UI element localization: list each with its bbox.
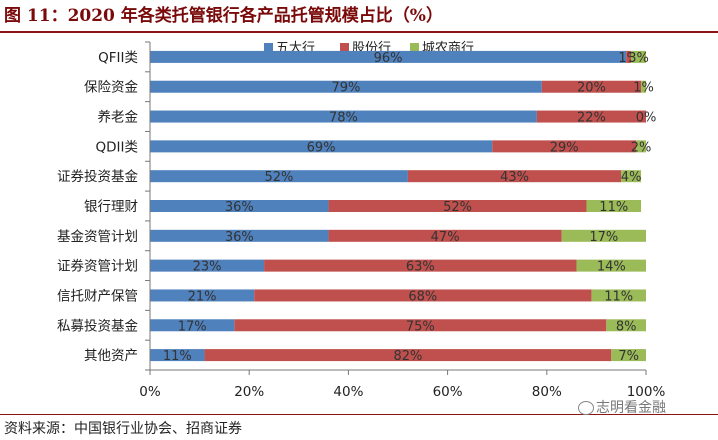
bar-segment-1-2 [536, 110, 646, 123]
bar-segment-1-1 [541, 80, 642, 93]
bar-segment-1-7 [264, 259, 577, 272]
data-label-2-5: 11% [599, 200, 628, 215]
bar-segment-2-4 [621, 170, 642, 183]
bar-segment-2-9 [606, 319, 646, 332]
data-label-0-9: 17% [178, 319, 207, 334]
title-divider [0, 31, 718, 33]
data-label-1-4: 43% [500, 170, 529, 185]
data-label-1-2: 22% [577, 111, 606, 126]
footer-divider [0, 414, 718, 415]
bar-segment-0-5 [150, 200, 329, 212]
category-label-1: 保险资金 [84, 80, 138, 96]
data-label-1-5: 52% [443, 200, 472, 215]
x-tick-label-3: 60% [433, 384, 463, 400]
x-tick-label-1: 20% [234, 384, 264, 400]
bar-segment-2-7 [576, 259, 646, 272]
stacked-bar-chart: 五大行 股份行 城农商行 96% 1%3%79% 20% 1%78% 22% 0%69% 29%… [57, 41, 666, 400]
x-tick-label-5: 100% [627, 384, 666, 400]
category-label-4: 证券投资基金 [57, 168, 138, 185]
data-label-2-3: 2% [631, 140, 652, 155]
data-label-2-7: 14% [597, 260, 626, 275]
bar-segment-0-4 [150, 170, 408, 183]
data-label-1-1: 20% [577, 81, 606, 96]
bar-segment-0-0 [150, 50, 627, 63]
bar-segment-2-5 [586, 200, 642, 212]
bar-segment-2-8 [591, 289, 646, 302]
bar-segment-1-8 [254, 289, 592, 302]
data-label-0-8: 21% [188, 289, 217, 304]
category-label-3: QDII类 [96, 139, 138, 155]
legend-swatch-2 [410, 43, 419, 52]
data-label-1-8: 68% [408, 289, 437, 304]
category-label-9: 私募投资基金 [57, 317, 138, 334]
x-tick-label-0: 0% [139, 384, 161, 400]
bar-segment-0-9 [150, 319, 235, 332]
x-tick-label-2: 40% [333, 384, 363, 400]
category-label-8: 信托财产保管 [57, 288, 138, 304]
category-label-10: 其他资产 [84, 348, 138, 364]
data-label-1-7: 63% [406, 260, 435, 275]
bar-segment-0-10 [150, 349, 205, 362]
data-label-0-5: 36% [225, 200, 254, 215]
bar-segment-2-3 [636, 140, 646, 153]
bar-segment-0-2 [150, 110, 537, 123]
bar-segment-1-6 [328, 229, 562, 242]
bar-segment-1-5 [328, 200, 587, 212]
legend-swatch-1 [340, 43, 349, 52]
category-label-0: QFII类 [98, 50, 138, 66]
watermark-text: 志明看金融 [596, 400, 666, 416]
legend-swatch-0 [264, 43, 273, 52]
data-label-1-3: 29% [550, 140, 579, 155]
data-label-1-9: 75% [406, 319, 435, 334]
data-label-0-3: 69% [307, 140, 336, 155]
category-label-6: 基金资管计划 [57, 228, 138, 245]
data-label-0-1: 79% [331, 81, 360, 96]
bar-segment-1-0 [626, 50, 632, 63]
source-note: 资料来源：中国银行业协会、招商证券 [4, 421, 242, 437]
data-label-1-6: 47% [431, 230, 460, 245]
data-label-2-1: 1% [633, 81, 654, 96]
data-label-0-7: 23% [193, 260, 222, 275]
data-label-0-4: 52% [265, 170, 294, 185]
x-tick-label-4: 80% [532, 384, 562, 400]
bar-segment-1-3 [492, 140, 637, 153]
data-label-2-2: 0% [636, 111, 657, 126]
data-label-2-9: 8% [616, 319, 637, 334]
bar-segment-0-8 [150, 289, 255, 302]
data-label-0-6: 36% [225, 230, 254, 245]
bar-segment-2-0 [631, 50, 646, 63]
bar-segment-1-9 [234, 319, 607, 332]
data-label-2-10: 7% [618, 349, 639, 364]
data-label-2-6: 17% [589, 230, 618, 245]
bar-segment-0-7 [150, 259, 265, 272]
bar-series-group: 96% 1%3%79% 20% 1%78% 22% 0%69% 29% 2%52% 43% 4%3… [150, 50, 657, 364]
bar-segment-0-1 [150, 80, 542, 93]
bar-segment-2-10 [611, 349, 646, 362]
data-label-2-4: 4% [621, 170, 642, 185]
figure-title: 图 11：2020 年各类托管银行各产品托管规模占比（%） [4, 6, 443, 26]
bar-segment-0-3 [150, 140, 493, 153]
category-label-5: 银行理财 [84, 199, 138, 215]
data-label-2-8: 11% [604, 289, 633, 304]
data-label-0-2: 78% [329, 111, 358, 126]
category-label-2: 养老金 [98, 110, 139, 126]
category-label-7: 证券资管计划 [57, 259, 138, 275]
data-label-1-10: 82% [393, 349, 422, 364]
bar-segment-2-1 [641, 80, 646, 93]
bar-segment-1-4 [407, 170, 622, 183]
bar-segment-2-6 [561, 229, 646, 242]
bar-segment-0-6 [150, 229, 329, 242]
wechat-icon [578, 401, 594, 415]
data-label-2-0: 3% [628, 51, 649, 66]
bar-segment-1-10 [204, 349, 612, 362]
data-label-0-0: 96% [374, 51, 403, 66]
data-label-0-10: 11% [163, 349, 192, 364]
